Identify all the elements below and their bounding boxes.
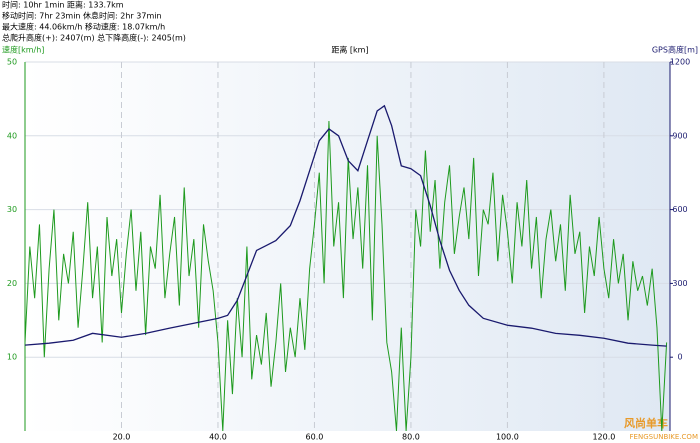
x-tick-label: 60.0 bbox=[306, 433, 324, 442]
series-line bbox=[24, 104, 667, 347]
x-tick-label: 120.0 bbox=[592, 433, 615, 442]
x-axis-label: 距离 [km] bbox=[331, 45, 368, 55]
y2-tick-label: 1200 bbox=[670, 58, 690, 67]
y2-tick-label: 900 bbox=[672, 131, 687, 140]
x-tick-label: 20.0 bbox=[113, 433, 131, 442]
y-axis-label: 速度[km/h] bbox=[2, 45, 44, 55]
watermark: FENGSUNBIKE.COM bbox=[630, 433, 698, 441]
y2-axis-label: GPS高度[m] bbox=[652, 45, 698, 55]
y2-tick-label: 0 bbox=[677, 353, 682, 362]
y-tick-label: 10 bbox=[7, 353, 17, 362]
y-tick-label: 20 bbox=[7, 279, 17, 288]
watermark: 风尚单车 bbox=[624, 416, 668, 430]
y-tick-label: 50 bbox=[7, 58, 17, 67]
series-line bbox=[24, 121, 668, 432]
stat-line: 时间: 10hr 1min 距离: 133.7km bbox=[2, 0, 124, 10]
y2-tick-label: 300 bbox=[672, 279, 687, 288]
x-tick-label: 100.0 bbox=[496, 433, 519, 442]
stat-line: 移动时间: 7hr 23min 休息时间: 2hr 37min bbox=[2, 11, 162, 21]
stat-line: 最大速度: 44.06km/h 移动速度: 18.07km/h bbox=[2, 22, 165, 32]
y-tick-label: 30 bbox=[7, 205, 17, 214]
x-tick-label: 80.0 bbox=[402, 433, 420, 442]
y-tick-label: 40 bbox=[7, 131, 17, 140]
stat-line: 总爬升高度(+): 2407(m) 总下降高度(-): 2405(m) bbox=[2, 33, 186, 43]
x-tick-label: 40.0 bbox=[209, 433, 227, 442]
y2-tick-label: 600 bbox=[672, 205, 687, 214]
